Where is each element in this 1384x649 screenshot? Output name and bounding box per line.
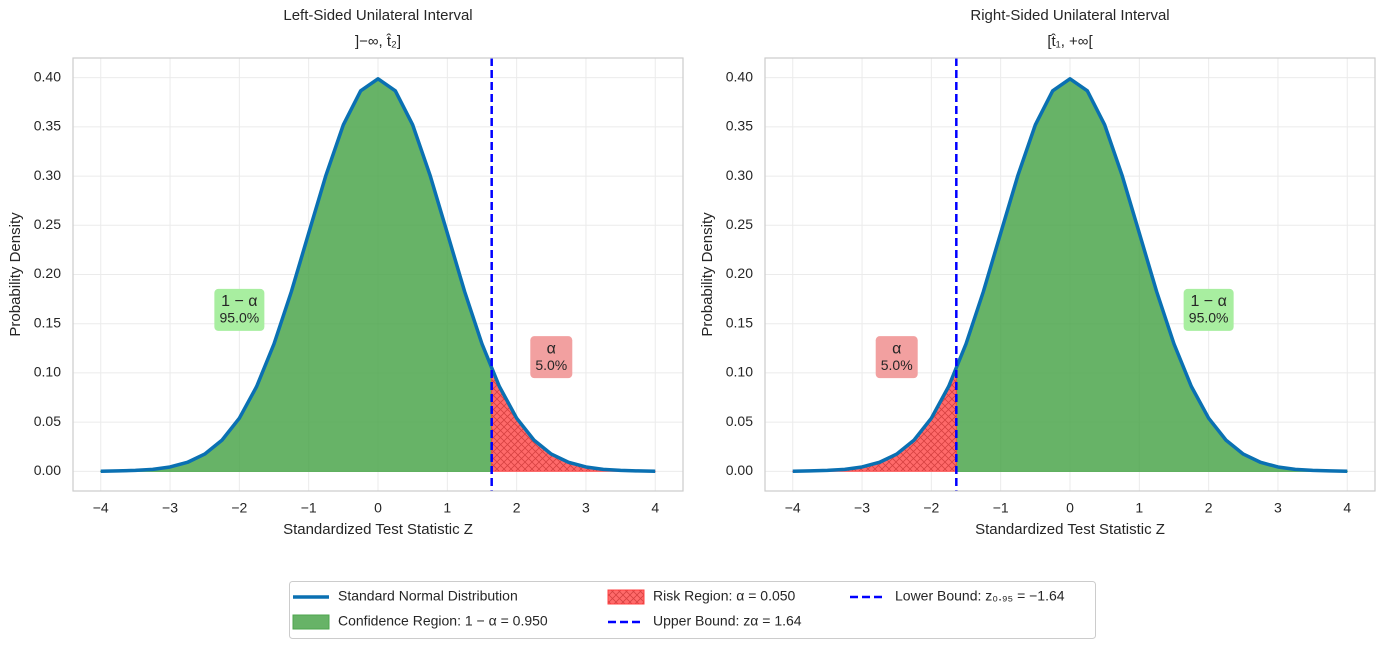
- x-tick-label: −3: [854, 500, 870, 516]
- legend-handle: [292, 614, 330, 630]
- y-tick-label: 0.00: [34, 462, 61, 478]
- chart-title: Right-Sided Unilateral Interval: [970, 7, 1169, 24]
- y-tick-label: 0.10: [34, 364, 61, 380]
- annotation-symbol: α: [547, 340, 556, 357]
- legend-label: Lower Bound: z₀.₉₅ = −1.64: [895, 588, 1065, 604]
- y-tick-label: 0.20: [34, 265, 61, 281]
- y-tick-label: 0.25: [726, 216, 753, 232]
- annotation-box: [530, 336, 573, 379]
- y-tick-label: 0.15: [726, 314, 753, 330]
- x-axis-label: Standardized Test Statistic Z: [283, 521, 473, 538]
- y-tick-label: 0.10: [726, 364, 753, 380]
- x-tick-label: 0: [374, 500, 382, 516]
- legend-label: Confidence Region: 1 − α = 0.950: [338, 613, 548, 629]
- x-tick-label: −1: [993, 500, 1009, 516]
- x-tick-label: 2: [513, 500, 521, 516]
- x-tick-label: 4: [1343, 500, 1351, 516]
- annotation-box: [875, 336, 918, 379]
- x-tick-label: −1: [301, 500, 317, 516]
- density-curve: [100, 77, 656, 473]
- x-tick-label: −4: [93, 500, 109, 516]
- y-tick-label: 0.15: [34, 314, 61, 330]
- y-tick-label: 0.35: [726, 118, 753, 134]
- annotation-box: [1183, 288, 1234, 331]
- annotation-symbol: α: [892, 340, 901, 357]
- chart-subtitle: ]−∞, t̂₂]: [355, 33, 401, 50]
- x-tick-label: −2: [231, 500, 247, 516]
- legend-handle: [607, 589, 645, 605]
- y-tick-label: 0.20: [726, 265, 753, 281]
- annotation-box: [214, 288, 265, 331]
- annotation-label: 5.0%: [535, 357, 567, 373]
- x-tick-label: −2: [923, 500, 939, 516]
- x-axis-label: Standardized Test Statistic Z: [975, 521, 1165, 538]
- x-tick-label: 4: [651, 500, 659, 516]
- y-tick-label: 0.05: [34, 413, 61, 429]
- x-tick-label: 3: [582, 500, 590, 516]
- x-tick-label: −4: [785, 500, 801, 516]
- y-tick-label: 0.35: [34, 118, 61, 134]
- y-tick-label: 0.40: [34, 68, 61, 84]
- chart-subtitle: [t̂₁, +∞[: [1047, 33, 1093, 50]
- x-tick-label: 0: [1066, 500, 1074, 516]
- annotation-label: 95.0%: [220, 310, 260, 326]
- legend: Standard Normal Distribution Confidence R…: [289, 581, 1096, 639]
- x-tick-label: 3: [1274, 500, 1282, 516]
- density-curve: [792, 77, 1348, 473]
- annotation-symbol: 1 − α: [1190, 293, 1226, 310]
- x-tick-label: 1: [443, 500, 451, 516]
- x-tick-label: 1: [1135, 500, 1143, 516]
- y-tick-label: 0.25: [34, 216, 61, 232]
- legend-frame: [289, 581, 1096, 639]
- y-tick-label: 0.05: [726, 413, 753, 429]
- y-tick-label: 0.40: [726, 68, 753, 84]
- x-tick-label: −3: [162, 500, 178, 516]
- axes-frame: [764, 57, 1376, 492]
- y-tick-label: 0.30: [726, 167, 753, 183]
- legend-label: Upper Bound: zα = 1.64: [653, 613, 802, 629]
- subplot: −4 −3 −2 −1 0 1 2 3 4 0.00 0.05 0.10 0.15 0.20 0.25 0.3…: [7, 7, 684, 538]
- subplot: −4 −3 −2 −1 0 1 2 3 4 0.00 0.05 0.10 0.15 0.20 0.25 0.3…: [699, 7, 1376, 538]
- y-axis-label: Probability Density: [699, 212, 716, 337]
- annotation-symbol: 1 − α: [221, 293, 257, 310]
- y-tick-label: 0.30: [34, 167, 61, 183]
- chart-title: Left-Sided Unilateral Interval: [283, 7, 472, 24]
- x-tick-label: 2: [1205, 500, 1213, 516]
- annotation-label: 95.0%: [1189, 310, 1229, 326]
- y-axis-label: Probability Density: [7, 212, 24, 337]
- y-tick-label: 0.00: [726, 462, 753, 478]
- legend-label: Standard Normal Distribution: [338, 588, 518, 604]
- legend-label: Risk Region: α = 0.050: [653, 588, 796, 604]
- axes-frame: [72, 57, 684, 492]
- annotation-label: 5.0%: [881, 357, 913, 373]
